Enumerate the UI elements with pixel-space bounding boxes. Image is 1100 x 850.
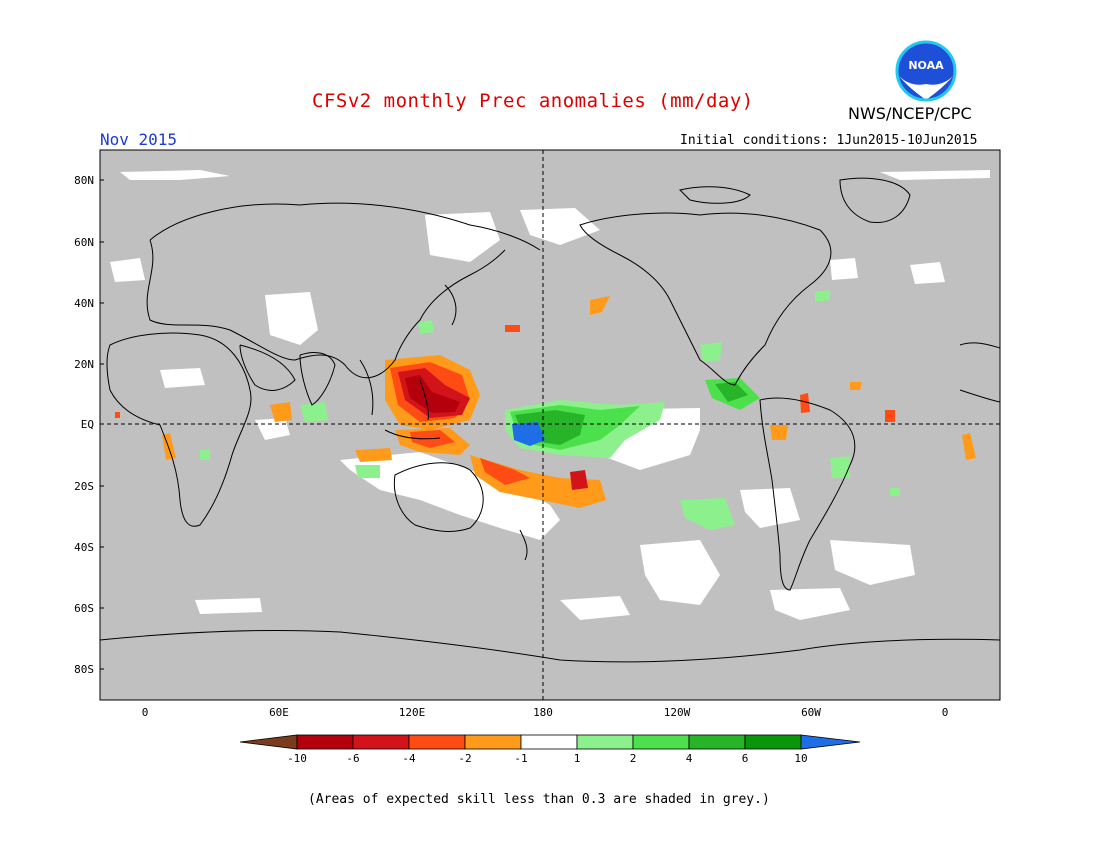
colorbar-label: 6 — [741, 752, 749, 765]
colorbar-bin — [632, 734, 690, 750]
coastlines — [99, 177, 1001, 663]
dry-anomaly-areas — [115, 296, 976, 508]
colorbar-label: -4 — [402, 752, 416, 765]
lon-label: 60W — [801, 706, 821, 719]
colorbar-bin — [352, 734, 410, 750]
lat-ticks — [100, 179, 104, 670]
skill-footnote: (Areas of expected skill less than 0.3 a… — [308, 792, 770, 807]
initial-conditions: Initial conditions: 1Jun2015-10Jun2015 — [680, 133, 978, 148]
lon-label: 60E — [269, 706, 289, 719]
colorbar-label: 10 — [794, 752, 808, 765]
colorbar-arrow-right — [800, 734, 861, 750]
colorbar-label: -6 — [346, 752, 360, 765]
colorbar-label: -2 — [458, 752, 472, 765]
lat-label: 80N — [74, 174, 94, 187]
lon-label: 120E — [398, 706, 426, 719]
near-zero-anomaly-areas — [110, 170, 990, 620]
colorbar-bin — [464, 734, 522, 750]
map-title: CFSv2 monthly Prec anomalies (mm/day) — [312, 90, 754, 112]
lat-label: 20N — [74, 358, 94, 371]
lat-label: 40S — [74, 541, 94, 554]
colorbar-bin — [744, 734, 802, 750]
lat-label: 20S — [74, 480, 94, 493]
colorbar-bin — [296, 734, 354, 750]
colorbar-bin — [408, 734, 466, 750]
forecast-month: Nov 2015 — [100, 130, 178, 149]
colorbar-label: 4 — [685, 752, 693, 765]
lon-label: 0 — [141, 706, 149, 719]
lat-label: 60N — [74, 236, 94, 249]
colorbar-label: 1 — [573, 752, 581, 765]
lat-label: 60S — [74, 602, 94, 615]
lat-label: 80S — [74, 663, 94, 676]
colorbar-arrow-left — [239, 734, 298, 750]
colorbar-label: 2 — [629, 752, 637, 765]
lon-label: 120W — [663, 706, 691, 719]
colorbar-label: -10 — [287, 752, 307, 765]
colorbar-bin — [520, 734, 578, 750]
colorbar — [239, 734, 861, 750]
logo-text: NOAA — [908, 59, 944, 72]
wet-anomaly-areas — [200, 290, 900, 530]
lon-label: 180 — [533, 706, 553, 719]
lat-label: EQ — [80, 418, 94, 431]
lat-label: 40N — [74, 297, 94, 310]
colorbar-label: -1 — [514, 752, 528, 765]
lon-label: 0 — [941, 706, 949, 719]
agency-label: NWS/NCEP/CPC — [848, 104, 972, 123]
colorbar-bin — [688, 734, 746, 750]
noaa-logo-icon: NOAA — [895, 40, 957, 102]
colorbar-bin — [576, 734, 634, 750]
